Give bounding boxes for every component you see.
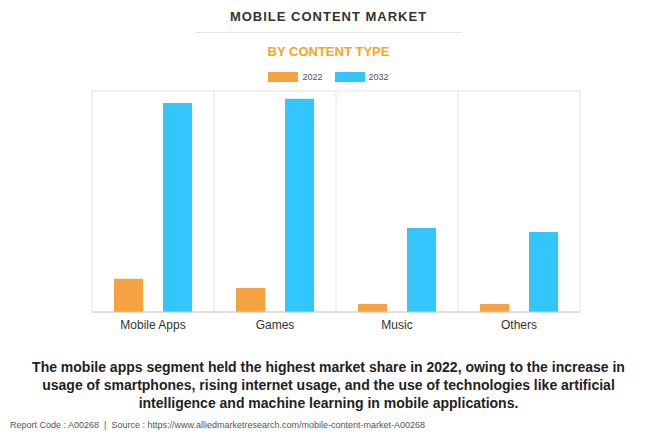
html-text:The mobile apps segment held t: The mobile apps segment held the highest…	[32, 359, 625, 411]
svg-text:Mobile Apps: Mobile Apps	[120, 318, 185, 332]
html-text:2032: 2032	[368, 72, 389, 82]
html-text:2022: 2022	[302, 72, 323, 82]
svg-text:Others: Others	[501, 318, 537, 332]
svg-text:Games: Games	[256, 318, 295, 332]
html-text:MOBILE CONTENT MARKET: MOBILE CONTENT MARKET	[229, 9, 428, 24]
html-text:Report Code : A00268 | Source: Report Code : A00268 | Source : https://…	[10, 420, 425, 430]
html-text:BY CONTENT TYPE: BY CONTENT TYPE	[267, 44, 390, 59]
svg-text:Music: Music	[381, 318, 412, 332]
